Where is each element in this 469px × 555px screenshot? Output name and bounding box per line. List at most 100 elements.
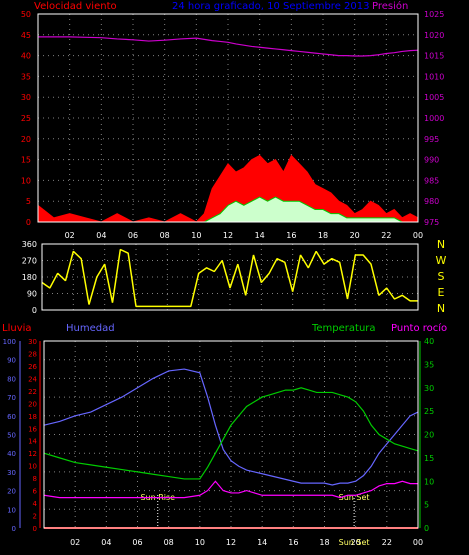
time-axis-tick: 10 (195, 538, 205, 547)
pressure-axis-tick: 1010 (424, 72, 444, 81)
time-axis-tick: 18 (318, 231, 328, 240)
wind-axis-tick: 15 (21, 156, 31, 165)
time-axis-tick: 06 (132, 538, 142, 547)
compass-label-s: S (438, 270, 445, 283)
rain-axis-tick: 4 (33, 500, 38, 508)
direction-axis-tick: 90 (27, 290, 37, 299)
rain-axis-tick: 18 (28, 413, 37, 421)
temperature-axis-tick: 5 (424, 501, 429, 510)
wind-axis-tick: 40 (21, 52, 31, 61)
rain-axis-tick: 24 (28, 375, 37, 383)
rain-axis-tick: 20 (28, 400, 37, 408)
chart-title: 24 hora graficado, 10 Septiembre 2013 (172, 1, 369, 12)
temperature-axis-tick: 30 (424, 384, 434, 393)
time-axis-tick: 22 (381, 231, 391, 240)
humidity-axis-tick: 100 (3, 338, 16, 346)
pressure-axis-tick: 1000 (424, 114, 444, 123)
wind-axis-tick: 25 (21, 114, 31, 123)
humidity-axis-tick: 0 (12, 525, 16, 533)
wind-direction-frame (41, 243, 419, 311)
rain-axis-tick: 28 (28, 350, 37, 358)
time-axis-tick: 02 (70, 538, 80, 547)
pressure-axis-tick: 1025 (424, 10, 444, 19)
wind-axis-tick: 5 (26, 197, 31, 206)
temperature-axis-tick: 25 (424, 407, 434, 416)
temperature-humidity-chart: Sun Rise Sun Set0102030405060708090100024… (3, 337, 435, 547)
time-axis-tick: 22 (382, 538, 392, 547)
temperature-axis-tick: 0 (424, 524, 429, 533)
rain-axis-tick: 6 (33, 488, 38, 496)
humidity-axis-tick: 60 (7, 413, 16, 421)
wind-axis-tick: 0 (26, 218, 31, 227)
temperature-axis-tick: 10 (424, 477, 434, 486)
pressure-axis-tick: 990 (424, 156, 439, 165)
wind-pressure-chart: 0510152025303540455097598098599099510001… (21, 10, 445, 240)
rain-axis-tick: 30 (28, 338, 37, 346)
humidity-axis-tick: 50 (7, 432, 16, 440)
wind-axis-tick: 50 (21, 10, 31, 19)
time-axis-tick: 00 (413, 538, 423, 547)
time-axis-tick: 12 (226, 538, 236, 547)
rain-axis-tick: 12 (28, 450, 37, 458)
dew-point-legend: Punto rocío (391, 322, 447, 334)
time-axis-tick: 06 (128, 231, 138, 240)
rain-axis-tick: 16 (28, 425, 37, 433)
humidity-axis-tick: 10 (7, 506, 16, 514)
rain-axis-tick: 22 (28, 388, 37, 396)
pressure-axis-tick: 1015 (424, 52, 444, 61)
humidity-axis-tick: 40 (7, 450, 16, 458)
wind-axis-tick: 30 (21, 93, 31, 102)
wind-axis-tick: 10 (21, 176, 31, 185)
time-axis-tick: 08 (164, 538, 174, 547)
time-axis-tick: 12 (223, 231, 233, 240)
rain-axis-tick: 10 (28, 463, 37, 471)
dew-point-line (43, 480, 418, 499)
time-axis-tick: 20 (350, 231, 360, 240)
pressure-axis-tick: 985 (424, 176, 439, 185)
temperature-axis-tick: 40 (424, 337, 434, 346)
temperature-axis-tick: 20 (424, 431, 434, 440)
pressure-axis-tick: 1020 (424, 31, 444, 40)
direction-axis-tick: 0 (32, 306, 37, 315)
time-axis-tick: 04 (101, 538, 111, 547)
time-axis-tick: 02 (65, 231, 75, 240)
time-axis-tick: 16 (288, 538, 298, 547)
pressure-line (38, 36, 419, 57)
rain-axis-tick: 26 (28, 363, 37, 371)
compass-label-w: W (436, 254, 447, 267)
pressure-axis-tick: 1005 (424, 93, 444, 102)
rain-axis-tick: 2 (33, 513, 37, 521)
direction-axis-tick: 180 (22, 273, 37, 282)
temperature-axis-tick: 15 (424, 454, 434, 463)
humidity-axis-tick: 20 (7, 488, 16, 496)
wind-axis-tick: 35 (21, 72, 31, 81)
time-axis-tick: 08 (160, 231, 170, 240)
wind-pressure-frame (37, 13, 419, 223)
rain-legend: Lluvia (2, 323, 32, 334)
wind-direction-line (41, 248, 418, 308)
humidity-axis-tick: 70 (7, 394, 16, 402)
compass-label-n: N (437, 302, 445, 315)
wind-axis-tick: 20 (21, 135, 31, 144)
humidity-axis-tick: 80 (7, 375, 16, 383)
direction-axis-tick: 360 (22, 240, 37, 249)
time-axis-tick: 10 (191, 231, 201, 240)
humidity-axis-tick: 30 (7, 469, 16, 477)
pressure-legend: Presión (372, 0, 408, 12)
time-axis-tick: 16 (286, 231, 296, 240)
sunset-label: Sun Set (339, 493, 370, 502)
temperature-legend: Temperatura (311, 323, 376, 334)
rain-axis-tick: 0 (33, 525, 37, 533)
time-axis-tick: 18 (319, 538, 329, 547)
pressure-axis-tick: 975 (424, 218, 439, 227)
temperature-axis-tick: 35 (424, 360, 434, 369)
time-axis-tick: 20 (351, 538, 361, 547)
time-axis-tick: 04 (96, 231, 106, 240)
wind-speed-legend: Velocidad viento (34, 1, 117, 12)
time-axis-tick: 14 (255, 231, 265, 240)
wind-axis-tick: 45 (21, 31, 31, 40)
rain-axis-tick: 8 (33, 475, 37, 483)
humidity-line (43, 368, 419, 486)
